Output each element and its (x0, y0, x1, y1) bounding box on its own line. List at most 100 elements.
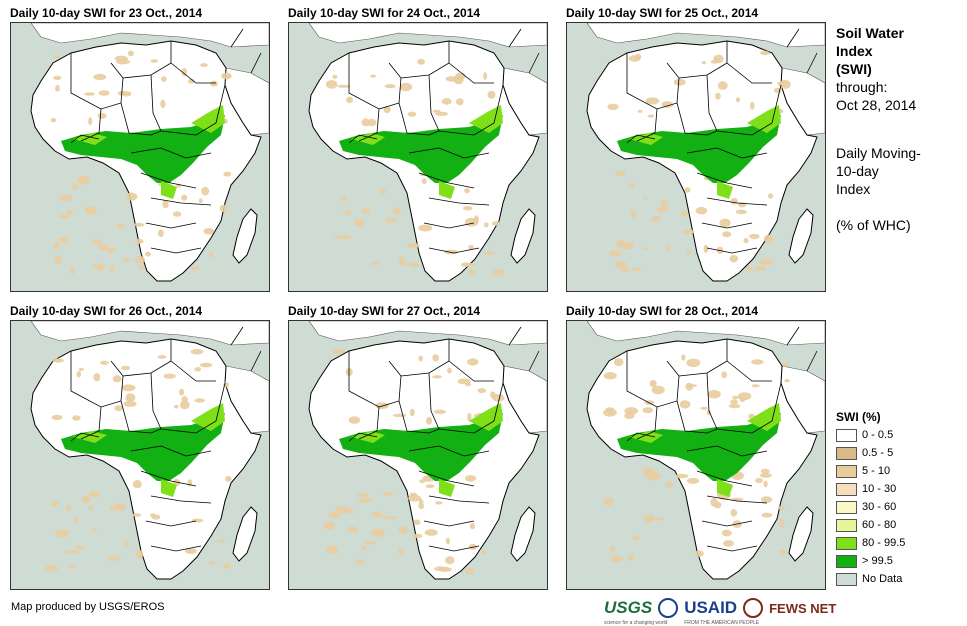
panel-title: Daily 10-day SWI for 28 Oct., 2014 (566, 304, 759, 318)
country-border (418, 172, 475, 189)
dry-soil-patch (59, 194, 73, 202)
africa-swi-map (11, 23, 269, 291)
fewsnet-logo: FEWS NET (769, 600, 837, 616)
country-border (428, 197, 490, 206)
dry-soil-patch (767, 193, 774, 199)
country-border (706, 545, 758, 552)
legend-item: 0 - 0.5 (836, 426, 964, 444)
moist-soil-zone (439, 181, 455, 199)
country-border (726, 62, 772, 84)
legend-label: 0 - 0.5 (862, 429, 894, 441)
moist-soil-zone (161, 181, 177, 199)
dry-soil-patch (643, 514, 656, 523)
dry-soil-patch (132, 480, 142, 489)
country-border (358, 108, 380, 142)
dry-soil-patch (198, 198, 203, 204)
dry-soil-patch (50, 118, 57, 123)
dry-soil-patch (412, 533, 423, 539)
dry-soil-patch (419, 479, 426, 484)
dry-soil-patch (624, 412, 635, 419)
country-border (140, 172, 197, 189)
dry-soil-patch (392, 413, 407, 418)
dry-soil-patch (332, 348, 346, 355)
dry-soil-patch (356, 493, 369, 497)
dry-soil-patch (76, 371, 82, 378)
dry-soil-patch (135, 549, 144, 559)
country-border (786, 326, 800, 346)
map-frame (10, 22, 270, 292)
dry-soil-patch (465, 382, 471, 387)
country-border (428, 545, 480, 552)
country-border (150, 372, 162, 430)
dry-soil-patch (323, 521, 335, 530)
dry-soil-patch (651, 385, 665, 395)
country-border (348, 432, 378, 442)
map-panel-27-oct: Daily 10-day SWI for 27 Oct., 2014 (288, 302, 548, 590)
dry-soil-patch (121, 91, 132, 97)
map-frame (288, 22, 548, 292)
dry-soil-patch (120, 365, 131, 371)
country-border (160, 84, 226, 136)
dry-soil-patch (632, 267, 641, 272)
dry-soil-patch (138, 264, 146, 270)
saturated-soil-zone (617, 115, 781, 183)
info-through-date: Oct 28, 2014 (836, 97, 917, 113)
dry-soil-patch (99, 264, 104, 272)
country-border (145, 520, 197, 527)
dry-soil-patch (755, 477, 763, 484)
dry-soil-patch (66, 503, 71, 512)
dry-soil-patch (363, 541, 377, 545)
dry-soil-patch (58, 237, 69, 243)
country-border (428, 372, 440, 430)
country-border (423, 222, 475, 229)
madagascar-landmass (788, 506, 814, 562)
dry-soil-patch (81, 496, 90, 504)
dry-soil-patch (490, 391, 496, 399)
panel-title: Daily 10-day SWI for 23 Oct., 2014 (10, 6, 203, 20)
country-border (626, 351, 680, 408)
europe-landmass (308, 321, 547, 346)
dry-soil-patch (469, 268, 476, 276)
country-border (806, 52, 818, 74)
dry-soil-patch (432, 354, 439, 362)
country-border (676, 102, 718, 136)
country-border (70, 432, 100, 442)
dry-soil-patch (722, 540, 735, 547)
dry-soil-patch (160, 99, 166, 109)
country-border (80, 108, 102, 142)
country-border (130, 147, 212, 159)
country-border (528, 52, 540, 74)
moist-soil-zone (439, 479, 455, 497)
country-border (170, 360, 216, 382)
moist-soil-zone (351, 133, 385, 145)
dry-soil-patch (686, 358, 701, 368)
dry-soil-patch (433, 409, 447, 414)
dry-soil-patch (358, 497, 373, 503)
map-frame (10, 320, 270, 590)
usaid-tagline: FROM THE AMERICAN PEOPLE (684, 620, 760, 626)
dry-soil-patch (84, 92, 95, 96)
dry-soil-patch (208, 252, 214, 259)
dry-soil-patch (464, 188, 470, 194)
dry-soil-patch (426, 416, 432, 425)
dry-soil-patch (53, 241, 60, 250)
dry-soil-patch (52, 358, 64, 363)
dry-soil-patch (445, 556, 455, 565)
info-title-line2: Index (836, 43, 873, 59)
dry-soil-patch (735, 209, 747, 215)
dry-soil-patch (700, 406, 708, 410)
country-border (678, 41, 728, 79)
dry-soil-patch (721, 371, 728, 379)
dry-soil-patch (181, 194, 188, 201)
moist-soil-zone (191, 105, 225, 133)
dry-soil-patch (445, 76, 459, 82)
country-border (150, 495, 212, 504)
dry-soil-patch (642, 247, 648, 251)
dry-soil-patch (603, 408, 617, 417)
dry-soil-patch (759, 266, 767, 271)
legend-item: No Data (836, 570, 964, 588)
dry-soil-patch (616, 239, 625, 248)
info-desc-line1: Daily Moving- (836, 145, 921, 161)
dry-soil-patch (223, 171, 232, 177)
dry-soil-patch (337, 235, 351, 240)
